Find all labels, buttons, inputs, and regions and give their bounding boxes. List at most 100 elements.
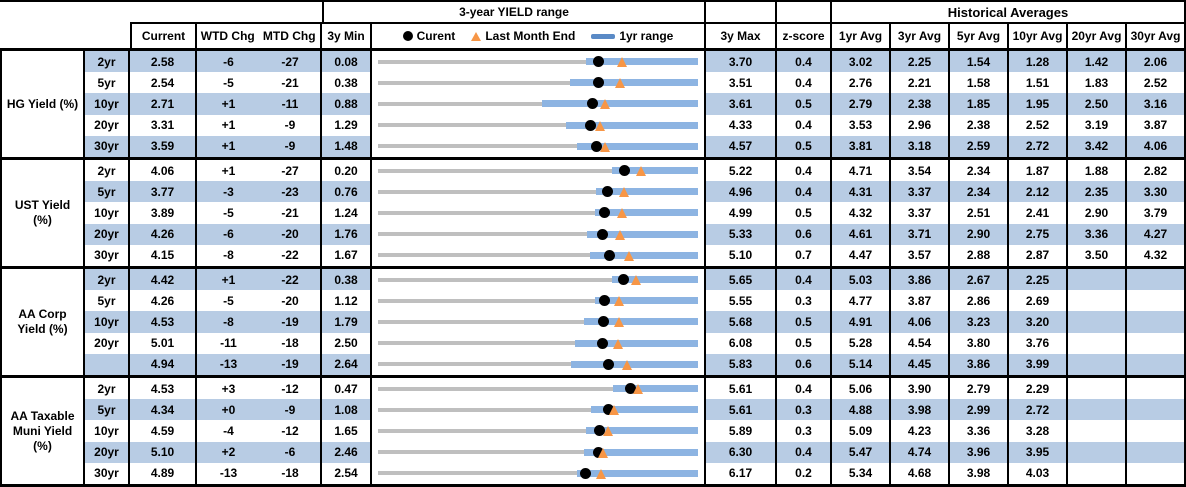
z-score-value: 0.2 [777,462,832,484]
tenor-label: 5yr [85,399,130,421]
historical-averages-title: Historical Averages [832,2,1186,22]
3yr-avg-value: 4.45 [891,353,950,375]
current-dot-marker [594,425,606,437]
wtd-chg-value: +1 [197,93,260,115]
3yr-avg-value: 3.37 [891,181,950,203]
3y-min-value: 1.67 [322,244,372,266]
30yr-avg-value: 2.52 [1127,72,1186,94]
3yr-avg-value: 3.90 [891,378,950,400]
3yr-avg-value: 3.18 [891,135,950,157]
1yr-avg-value: 3.02 [832,51,891,73]
range-chart-cell [372,269,706,291]
1yr-avg-value: 4.91 [832,311,891,333]
3y-max-value: 4.99 [706,202,777,224]
table-row: 2yr 4.42 +1 -22 0.38 5.65 0.4 5.03 3.86 2.67 2.25 [85,269,1186,291]
20yr-avg-value [1068,290,1127,312]
range-track [378,101,698,106]
current-value: 2.58 [130,51,197,73]
1yr-avg-value: 5.14 [832,353,891,375]
range-chart-cell [372,223,706,245]
current-value: 4.42 [130,269,197,291]
3yr-avg-value: 2.38 [891,93,950,115]
wtd-chg-value: +1 [197,269,260,291]
current-dot-icon [402,31,413,41]
range-chart-cell [372,244,706,266]
3y-max-value: 5.89 [706,420,777,442]
3y-min-value: 0.20 [322,160,372,182]
1yr-range-bar [589,251,698,259]
range-plot [378,245,698,266]
3y-max-value: 5.22 [706,160,777,182]
column-header-3yr-avg: 3yr Avg [891,22,950,48]
30yr-avg-value [1127,353,1186,375]
1yr-range-bar [577,469,698,477]
wtd-chg-value: +1 [221,118,236,133]
range-plot [378,224,698,245]
1yr-avg-value: 2.79 [832,93,891,115]
1yr-range-bar [611,167,698,175]
10yr-avg-value: 1.51 [1009,72,1068,94]
yield-group: UST Yield (%) 2yr 4.06 +1 -27 0.20 5.22 0.4 4.71… [0,157,1186,266]
chart-legend: Curent Last Month End 1yr range [372,22,706,48]
range-plot [378,333,698,354]
1yr-avg-value: 5.28 [832,332,891,354]
wtd-chg-value: +3 [221,381,236,396]
range-track [378,144,698,149]
mtd-chg-value: -23 [260,181,322,203]
30yr-avg-value [1127,269,1186,291]
last-month-end-marker [595,468,606,479]
yield-group: AA Taxable Muni Yield (%) 2yr 4.53 +3 -12 0.4… [0,375,1186,484]
5yr-avg-value: 3.36 [950,420,1009,442]
last-month-end-marker [613,317,624,328]
group-label: UST Yield (%) [0,160,85,266]
wtd-chg-value: -3 [197,181,260,203]
current-dot-marker [596,228,608,240]
column-header-3y-max: 3y Max [706,22,777,48]
3y-min-value: 1.76 [322,223,372,245]
range-chart-cell [372,332,706,354]
mtd-chg-value: -6 [260,441,322,463]
20yr-avg-value [1068,420,1127,442]
z-score-value: 0.3 [777,399,832,421]
z-score-value: 0.4 [777,269,832,291]
table-row: 2yr 4.06 +1 -27 0.20 5.22 0.4 4.71 3.54 2.34 1.87 1… [85,160,1186,182]
table-row: 30yr 4.89 -13 -18 2.54 6.17 0.2 5.34 4.68 3.98 4.0… [85,462,1186,484]
3yr-avg-value: 2.25 [891,51,950,73]
mtd-chg-value: -21 [260,72,322,94]
10yr-avg-value: 2.69 [1009,290,1068,312]
range-plot [378,290,698,311]
range-plot [378,378,698,399]
range-chart-cell [372,93,706,115]
20yr-avg-value [1068,462,1127,484]
current-value: 4.26 [130,223,197,245]
5yr-avg-value: 3.86 [950,353,1009,375]
30yr-avg-value [1127,378,1186,400]
3yr-avg-value: 4.23 [891,420,950,442]
wtd-chg-value: -5 [223,75,234,90]
3yr-avg-value: 2.96 [891,114,950,136]
table-row: 10yr 3.89 -5 -21 1.24 4.99 0.5 4.32 3.37 2.51 2.41… [85,202,1186,224]
legend-current-item: Curent [402,29,455,43]
30yr-avg-value [1127,462,1186,484]
20yr-avg-value [1068,269,1127,291]
header-blank-above-zscore [777,2,832,22]
current-value: 4.59 [130,420,197,442]
tenor-label: 20yr [85,223,130,245]
range-track [378,428,698,433]
20yr-avg-value: 2.90 [1068,202,1127,224]
table-row: 5yr 3.77 -3 -23 0.76 4.96 0.4 4.31 3.37 2.34 2.12 2… [85,181,1186,203]
range-chart-cell [372,51,706,73]
mtd-chg-value: -21 [260,202,322,224]
range-plot [378,72,698,93]
range-plot [378,93,698,114]
current-value: 4.26 [130,290,197,312]
z-score-value: 0.5 [777,93,832,115]
range-chart-cell [372,311,706,333]
20yr-avg-value [1068,353,1127,375]
3y-min-value: 0.08 [322,51,372,73]
last-month-end-marker [616,208,627,219]
range-plot [378,181,698,202]
column-header-3y-min: 3y Min [322,22,372,48]
mtd-chg-value: -19 [260,353,322,375]
column-header-wtd-chg: WTD Chg [200,29,255,43]
